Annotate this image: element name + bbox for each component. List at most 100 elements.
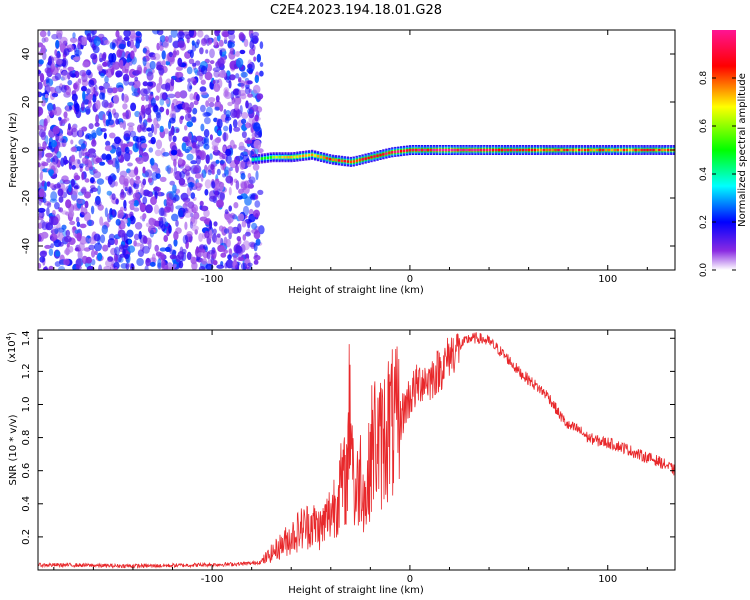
noise-speck (178, 178, 186, 186)
noise-speck (218, 39, 224, 47)
noise-speck (220, 252, 227, 258)
noise-speck (115, 146, 122, 157)
noise-speck (198, 265, 206, 270)
noise-speck (113, 112, 119, 119)
noise-speck (216, 233, 221, 238)
noise-speck (186, 153, 194, 161)
noise-speck (177, 157, 183, 165)
noise-speck (68, 246, 74, 253)
noise-speck (44, 84, 51, 94)
noise-speck (180, 115, 185, 121)
signal-ridge-segment (411, 148, 415, 152)
noise-speck (169, 128, 174, 137)
noise-speck (84, 200, 89, 209)
noise-speck (93, 233, 101, 242)
noise-speck (117, 209, 124, 219)
noise-speck (152, 30, 160, 35)
noise-speck (146, 71, 154, 81)
noise-speck (252, 37, 258, 45)
noise-speck (244, 86, 251, 95)
noise-speck (254, 131, 261, 139)
signal-ridge-segment (278, 155, 281, 159)
noise-speck (68, 210, 75, 218)
noise-speck (200, 65, 208, 75)
noise-speck (74, 175, 81, 181)
noise-speck (196, 39, 200, 45)
noise-speck (168, 35, 173, 43)
noise-speck (138, 115, 143, 124)
noise-speck (259, 70, 264, 77)
noise-speck (151, 171, 158, 181)
snr-y-multiplier-base: (x10 (7, 340, 18, 363)
signal-ridge-segment (468, 148, 471, 152)
noise-speck (233, 144, 237, 149)
signal-ridge-segment (331, 158, 335, 161)
noise-speck (166, 196, 174, 207)
noise-speck (130, 33, 138, 38)
noise-speck (200, 91, 208, 96)
noise-speck (204, 230, 210, 239)
noise-speck (79, 163, 84, 169)
noise-speck (173, 263, 177, 268)
noise-speck (58, 196, 64, 203)
noise-speck (46, 115, 51, 123)
noise-speck (207, 97, 216, 103)
noise-speck (170, 149, 178, 156)
spectrogram-x-ticks: -100 0 100 (53, 30, 648, 285)
noise-speck (90, 187, 98, 192)
noise-speck (108, 111, 112, 122)
noise-speck (199, 248, 206, 254)
noise-speck (72, 226, 77, 231)
signal-ridge-segment (314, 154, 317, 157)
noise-speck (159, 125, 164, 133)
noise-speck (141, 95, 146, 101)
noise-speck (122, 120, 126, 130)
noise-speck (69, 105, 72, 110)
noise-speck (58, 266, 66, 270)
signal-ridge-segment (566, 148, 569, 152)
noise-speck (211, 169, 215, 175)
noise-speck (148, 228, 157, 233)
signal-ridge-segment (477, 148, 480, 152)
noise-speck (166, 164, 172, 175)
noise-speck (75, 265, 82, 270)
noise-speck (235, 51, 241, 57)
noise-speck (247, 80, 253, 85)
noise-speck (93, 36, 101, 47)
noise-speck (187, 82, 193, 92)
noise-speck (40, 231, 49, 239)
noise-speck (248, 48, 256, 56)
noise-speck (122, 181, 129, 191)
noise-speck (125, 262, 130, 270)
noise-speck (65, 86, 71, 96)
noise-speck (64, 235, 72, 243)
signal-ridge-segment (305, 154, 308, 157)
noise-speck (135, 175, 141, 181)
noise-speck (154, 149, 162, 157)
signal-ridge-segment (471, 148, 474, 152)
noise-speck (219, 159, 225, 165)
noise-speck (99, 161, 106, 166)
noise-speck (44, 67, 51, 74)
noise-speck (216, 199, 224, 208)
noise-speck (212, 79, 216, 85)
noise-speck (186, 37, 190, 44)
noise-speck (111, 174, 117, 181)
noise-speck (240, 181, 248, 191)
noise-speck (155, 173, 161, 180)
noise-speck (170, 30, 178, 38)
noise-speck (39, 256, 46, 263)
signal-ridge-segment (483, 148, 486, 152)
noise-speck (163, 206, 172, 213)
noise-speck (227, 101, 233, 107)
signal-ridge-segment (495, 148, 498, 152)
noise-speck (57, 188, 64, 197)
noise-speck (63, 48, 70, 56)
noise-speck (52, 209, 56, 216)
noise-speck (47, 30, 51, 37)
noise-speck (81, 150, 85, 157)
noise-speck (77, 250, 83, 260)
noise-speck (39, 73, 45, 83)
noise-speck (142, 81, 148, 87)
